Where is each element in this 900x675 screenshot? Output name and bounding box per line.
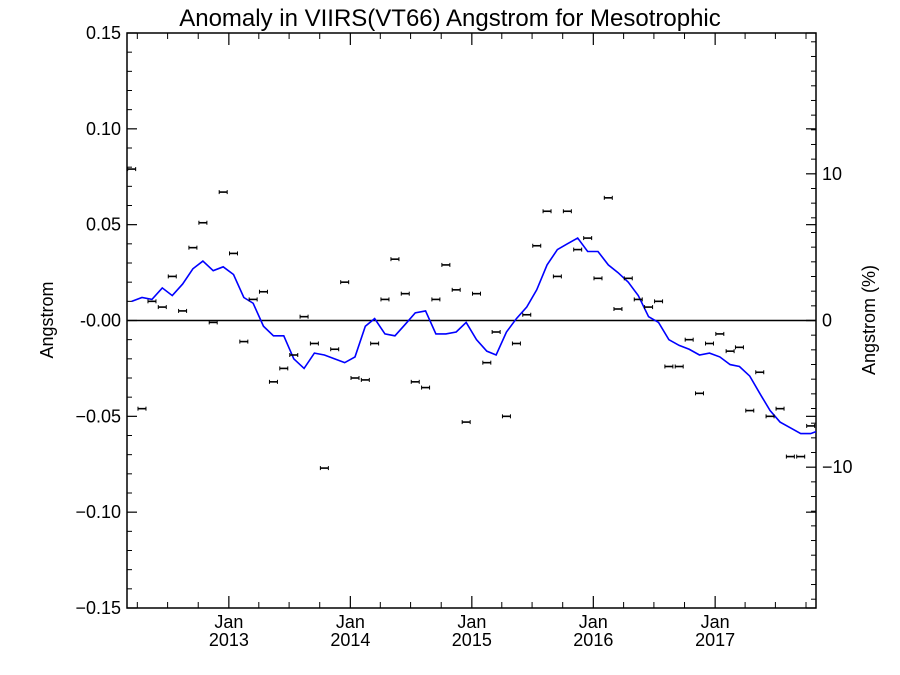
- data-point: [603, 195, 613, 200]
- data-point: [522, 312, 532, 317]
- data-point: [299, 314, 309, 319]
- data-point: [218, 190, 228, 195]
- series-points: [127, 167, 816, 471]
- data-point: [552, 274, 562, 279]
- data-point: [289, 353, 299, 357]
- y-axis-label: Angstrom: [37, 281, 57, 358]
- x-tick-label-year: 2013: [209, 630, 249, 650]
- y-tick-label: 0.05: [86, 215, 121, 235]
- data-point: [279, 366, 289, 371]
- data-point: [745, 408, 755, 413]
- y-tick-label: 0.15: [86, 23, 121, 43]
- x-tick-label-year: 2017: [695, 630, 735, 650]
- data-point: [451, 287, 461, 292]
- data-point: [765, 414, 775, 419]
- x-tick-label-month: Jan: [214, 612, 243, 632]
- data-point: [613, 307, 623, 311]
- data-point: [715, 331, 725, 336]
- x-tick-label-month: Jan: [579, 612, 608, 632]
- data-point: [178, 308, 188, 313]
- data-point: [410, 379, 420, 384]
- y2-tick-label: 0: [822, 311, 832, 331]
- data-point: [482, 360, 492, 365]
- y-tick-label: -0.00: [80, 311, 121, 331]
- data-point: [471, 291, 481, 296]
- y-tick-label: 0.10: [86, 119, 121, 139]
- data-point: [532, 243, 542, 248]
- data-point: [390, 257, 400, 262]
- y2-axis-ticks: 10 0 −10: [806, 164, 853, 477]
- data-point: [421, 385, 431, 390]
- data-point: [796, 454, 806, 459]
- data-point: [157, 305, 167, 310]
- data-point: [229, 251, 239, 256]
- x-tick-label-year: 2015: [452, 630, 492, 650]
- data-point: [684, 337, 694, 342]
- data-point: [725, 349, 735, 354]
- data-point: [704, 341, 714, 346]
- data-point: [248, 297, 258, 302]
- data-point: [755, 370, 765, 375]
- data-point: [633, 297, 643, 302]
- y-tick-label: −0.05: [75, 406, 121, 426]
- y-axis-ticks: 0.15 0.10 0.05 -0.00 −0.05 −0.10 −0.15: [75, 23, 816, 618]
- data-point: [501, 414, 511, 419]
- y2-tick-label: −10: [822, 457, 853, 477]
- y-tick-label: −0.15: [75, 598, 121, 618]
- data-point: [268, 379, 278, 384]
- data-point: [441, 262, 451, 267]
- data-point: [785, 454, 795, 459]
- data-point: [137, 406, 147, 411]
- chart-title: Anomaly in VIIRS(VT66) Angstrom for Meso…: [179, 5, 721, 32]
- data-point: [654, 299, 664, 304]
- data-point: [350, 376, 360, 380]
- data-point: [309, 341, 319, 346]
- data-point: [806, 423, 816, 428]
- series-line-trend: [131, 237, 817, 435]
- x-tick-label-year: 2014: [330, 630, 370, 650]
- data-point: [431, 297, 441, 302]
- x-tick-label-month: Jan: [701, 612, 730, 632]
- data-point: [400, 291, 410, 296]
- data-point: [208, 320, 218, 325]
- data-point: [188, 245, 198, 250]
- data-point: [734, 345, 744, 350]
- data-point: [775, 406, 785, 411]
- data-point: [511, 341, 521, 346]
- x-tick-label-month: Jan: [336, 612, 365, 632]
- data-point: [127, 167, 137, 172]
- data-point: [562, 209, 572, 214]
- data-point: [258, 289, 268, 294]
- data-point: [644, 305, 654, 310]
- data-point: [147, 299, 157, 304]
- data-point: [330, 347, 340, 352]
- minor-ticks: [127, 33, 816, 608]
- y-tick-label: −0.10: [75, 502, 121, 522]
- x-tick-label-month: Jan: [457, 612, 486, 632]
- data-point: [583, 236, 593, 241]
- y2-axis-label: Angstrom (%): [859, 265, 879, 375]
- data-point: [198, 220, 208, 225]
- data-point: [167, 274, 177, 279]
- data-point: [461, 420, 471, 425]
- data-point: [695, 391, 705, 396]
- data-point: [380, 297, 390, 302]
- data-point: [573, 247, 583, 252]
- data-point: [491, 330, 501, 334]
- x-tick-label-year: 2016: [573, 630, 613, 650]
- data-point: [239, 339, 249, 344]
- data-point: [360, 377, 370, 382]
- data-point: [542, 209, 552, 214]
- data-point: [623, 276, 633, 281]
- data-point: [340, 280, 350, 285]
- data-point: [319, 466, 329, 471]
- data-point: [674, 364, 684, 369]
- y2-tick-label: 10: [822, 164, 842, 184]
- data-point: [664, 364, 674, 369]
- data-point: [370, 341, 380, 346]
- data-point: [593, 276, 603, 281]
